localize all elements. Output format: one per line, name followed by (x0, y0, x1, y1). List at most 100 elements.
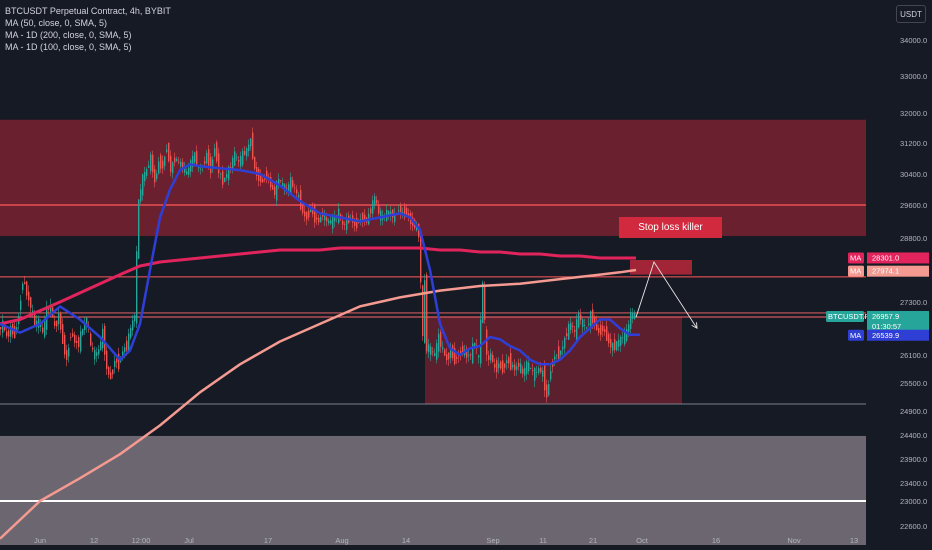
candle-body (302, 205, 304, 213)
candle-body (422, 285, 424, 337)
badge-label-box (826, 310, 864, 322)
time-tick-label: Sep (486, 536, 499, 545)
candle-body (528, 362, 530, 372)
legend-ma200[interactable]: MA - 1D (200, close, 0, SMA, 5) (5, 30, 132, 40)
candle-body (544, 365, 546, 391)
badge-value-box (867, 252, 929, 264)
candle-body (278, 178, 280, 184)
candle-body (122, 351, 124, 356)
badge-value-box (867, 310, 929, 332)
candle-body (420, 235, 422, 283)
candle-body (234, 151, 236, 166)
candle-body (440, 331, 442, 347)
candle-body (82, 329, 84, 335)
candle-body (96, 352, 98, 356)
candle-body (40, 324, 42, 327)
zone-stop_box (630, 260, 692, 275)
candle-body (232, 157, 234, 171)
candle-body (254, 157, 256, 169)
candle-body (332, 214, 334, 229)
badge-value-box (867, 265, 929, 277)
legend-title[interactable]: BTCUSDT Perpetual Contract, 4h, BYBIT (5, 6, 171, 16)
badge-label: MA (850, 267, 861, 276)
candle-body (482, 282, 484, 324)
candle-body (252, 132, 254, 159)
candle-body (436, 343, 438, 360)
candle-body (164, 156, 166, 167)
chart-legend: BTCUSDT Perpetual Contract, 4h, BYBIT MA… (5, 5, 171, 53)
candle-body (376, 199, 378, 204)
candle-body (356, 217, 358, 229)
candle-body (514, 364, 516, 371)
candle-body (612, 343, 614, 351)
badge-countdown: 01:30:57 (872, 322, 901, 331)
candle-body (288, 184, 290, 192)
candle-body (542, 370, 544, 377)
candle-body (406, 208, 408, 217)
candle-body (438, 333, 440, 352)
candle-body (14, 326, 16, 339)
candle-body (286, 188, 288, 190)
candle-body (60, 312, 62, 330)
candle-body (434, 353, 436, 357)
currency-button[interactable]: USDT (896, 5, 926, 23)
candle-body (314, 205, 316, 223)
candle-body (424, 280, 426, 343)
time-axis[interactable]: Jun 12 12:00 Jul 17 Aug 14 Sep 11 21 Oct 16 Nov 13 (34, 536, 858, 545)
candle-body (364, 214, 366, 221)
price-tick-label: 22600.0 (900, 522, 927, 531)
candle-body (84, 322, 86, 331)
candle-body (444, 349, 446, 356)
candle-body (380, 210, 382, 221)
candle-body (28, 291, 30, 301)
candle-body (160, 155, 162, 169)
badge-label: MA (850, 253, 861, 262)
candle-body (390, 211, 392, 216)
candle-body (622, 337, 624, 339)
candle-body (132, 320, 134, 331)
candle-body (16, 327, 18, 332)
candle-body (342, 220, 344, 225)
candle-body (86, 317, 88, 327)
candle-body (588, 323, 590, 325)
candle-body (586, 327, 588, 329)
candle-body (262, 178, 264, 183)
candle-body (562, 346, 564, 350)
candle-body (326, 217, 328, 222)
candle-body (450, 348, 452, 358)
legend-ma100[interactable]: MA - 1D (100, close, 0, SMA, 5) (5, 42, 132, 52)
candle-body (58, 313, 60, 325)
candle-body (426, 274, 428, 352)
candle-body (22, 283, 24, 290)
candle-body (112, 369, 114, 375)
candle-body (64, 334, 66, 355)
candle-body (338, 208, 340, 224)
candle-body (394, 213, 396, 222)
candle-body (570, 322, 572, 331)
candle-body (194, 152, 196, 163)
candle-body (90, 333, 92, 346)
candle-body (20, 300, 22, 311)
candle-body (614, 339, 616, 351)
candle-body (520, 363, 522, 374)
legend-ma50[interactable]: MA (50, close, 0, SMA, 5) (5, 18, 108, 28)
candle-body (546, 384, 548, 398)
candle-body (272, 185, 274, 190)
candle-body (70, 337, 72, 339)
moving-averages (0, 163, 640, 540)
candle-body (418, 223, 420, 238)
time-tick-label: 12:00 (132, 536, 151, 545)
candle-body (78, 337, 80, 348)
candle-body (208, 149, 210, 166)
badge-label-box (848, 329, 864, 341)
candle-body (474, 342, 476, 346)
candle-body (318, 217, 320, 223)
candle-body (416, 227, 418, 231)
candle-body (2, 320, 4, 333)
candle-body (470, 354, 472, 356)
badge-label-box (848, 252, 864, 264)
candle-body (328, 220, 330, 224)
candle-body (168, 142, 170, 161)
candle-body (548, 384, 550, 396)
